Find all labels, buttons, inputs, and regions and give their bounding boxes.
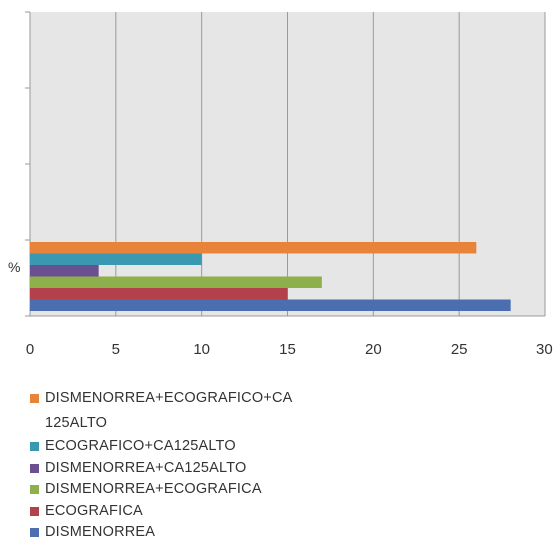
legend-label: DISMENORREA+CA125ALTO	[45, 459, 247, 476]
x-tick-label: 20	[365, 341, 382, 358]
x-tick-label: 25	[451, 341, 468, 358]
legend-item: DISMENORREA+ECOGRAFICO+CA 125ALTO	[30, 386, 350, 436]
legend-swatch	[30, 506, 39, 516]
bar-dismenorrea-ecografico-ca-125alto	[30, 242, 477, 254]
legend-item: DISMENORREA+ECOGRAFICA	[30, 479, 350, 501]
x-tick-label: 10	[193, 341, 210, 358]
x-tick-label: 30	[536, 341, 553, 358]
bar-chart: 0 5 10 15 20 25 30 %	[8, 11, 553, 358]
bar-dismenorrea-ecografica	[30, 276, 322, 288]
bar-dismenorrea	[30, 299, 511, 311]
legend-item: ECOGRAFICO+CA125ALTO	[30, 436, 350, 458]
bar-ecografico-ca125alto	[30, 253, 202, 265]
bars	[30, 242, 511, 311]
legend-label: ECOGRAFICA	[45, 502, 143, 519]
legend-item: DISMENORREA	[30, 522, 350, 544]
x-tick-label: 0	[26, 341, 34, 358]
legend-label: DISMENORREA+ECOGRAFICO+CA 125ALTO	[45, 390, 292, 431]
legend-swatch	[30, 528, 39, 537]
legend-label: DISMENORREA+ECOGRAFICA	[45, 481, 262, 497]
x-tick-label: 5	[112, 341, 120, 358]
legend-item: ECOGRAFICA	[30, 501, 350, 523]
y-category-label: %	[8, 259, 20, 275]
x-axis-tick-labels: 0 5 10 15 20 25 30	[26, 341, 553, 358]
legend-swatch	[30, 394, 39, 403]
legend-swatch	[30, 442, 39, 451]
bar-dismenorrea-ca125alto	[30, 265, 99, 277]
legend-swatch	[30, 463, 39, 473]
legend-swatch	[30, 485, 39, 494]
legend: DISMENORREA+ECOGRAFICO+CA 125ALTO ECOGRAF…	[30, 386, 350, 544]
legend-label: DISMENORREA	[45, 524, 156, 540]
legend-label: ECOGRAFICO+CA125ALTO	[45, 438, 236, 454]
x-tick-label: 15	[279, 341, 296, 358]
bar-ecografica	[30, 288, 288, 300]
legend-item: DISMENORREA+CA125ALTO	[30, 458, 350, 480]
y-axis-ticks	[25, 11, 30, 317]
